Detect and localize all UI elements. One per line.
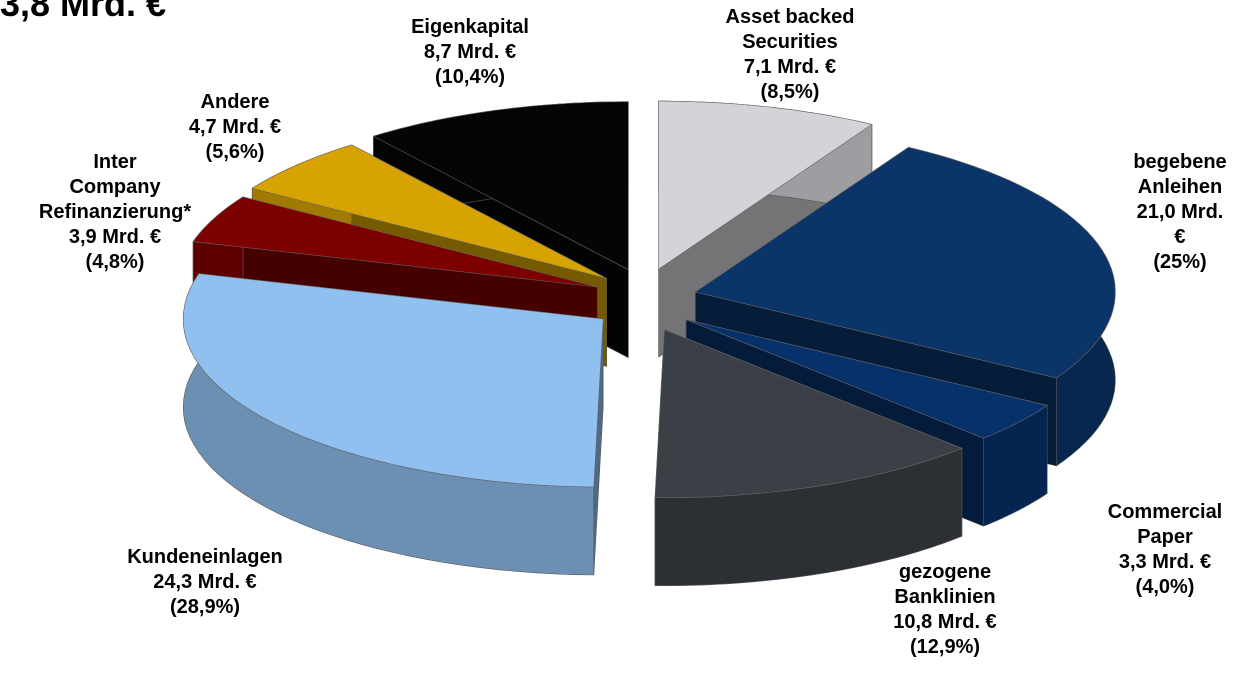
slice-percent: (12,9%) xyxy=(909,636,981,658)
slice-amount: 21,0 Mrd. € xyxy=(1136,201,1224,248)
slice-name: Asset backed Securities xyxy=(725,6,855,53)
slice-label: Asset backed Securities 7,1 Mrd. € (8,5%) xyxy=(726,5,855,105)
slice xyxy=(654,329,963,499)
slice-label: Commercial Paper 3,3 Mrd. € (4,0%) xyxy=(1108,500,1223,600)
slice xyxy=(685,319,1048,439)
slice-name: Andere xyxy=(200,91,270,113)
slice-percent: (25%) xyxy=(1153,251,1207,273)
slice-name: Inter Company Refinanzierung* xyxy=(38,151,192,223)
slice-name: gezogene Banklinien xyxy=(894,561,996,608)
slice xyxy=(372,101,629,271)
chart-title: 3,8 Mrd. € xyxy=(0,0,167,24)
slice-amount: 10,8 Mrd. € xyxy=(893,611,997,633)
slice-label: Eigenkapital 8,7 Mrd. € (10,4%) xyxy=(411,15,529,90)
slice-label: Inter Company Refinanzierung* 3,9 Mrd. € (… xyxy=(39,150,191,275)
slice-amount: 24,3 Mrd. € xyxy=(153,571,257,593)
slice xyxy=(658,100,873,270)
slice-amount: 7,1 Mrd. € xyxy=(743,56,837,78)
slice-name: Commercial Paper xyxy=(1107,501,1223,548)
slice-percent: (4,8%) xyxy=(85,251,145,273)
slice-percent: (4,0%) xyxy=(1135,576,1195,598)
slice-percent: (10,4%) xyxy=(434,66,506,88)
slice-label: gezogene Banklinien 10,8 Mrd. € (12,9%) xyxy=(893,560,996,660)
slice-percent: (8,5%) xyxy=(760,81,820,103)
slice-amount: 3,9 Mrd. € xyxy=(68,226,162,248)
slice-label: Andere 4,7 Mrd. € (5,6%) xyxy=(189,90,281,165)
slice xyxy=(694,146,1116,379)
slice-name: Eigenkapital xyxy=(411,16,529,38)
slice xyxy=(251,144,607,279)
slice-label: begebene Anleihen 21,0 Mrd. € (25%) xyxy=(1133,150,1226,275)
slice-label: Kundeneinlagen 24,3 Mrd. € (28,9%) xyxy=(127,545,283,620)
slice-amount: 3,3 Mrd. € xyxy=(1118,551,1212,573)
slice xyxy=(182,273,604,488)
slice xyxy=(192,196,598,288)
slice-amount: 8,7 Mrd. € xyxy=(423,41,517,63)
slice-amount: 4,7 Mrd. € xyxy=(188,116,282,138)
slice-name: Kundeneinlagen xyxy=(127,546,283,568)
slice-name: begebene Anleihen xyxy=(1133,151,1227,198)
slice-percent: (5,6%) xyxy=(205,141,265,163)
slice-percent: (28,9%) xyxy=(169,596,241,618)
